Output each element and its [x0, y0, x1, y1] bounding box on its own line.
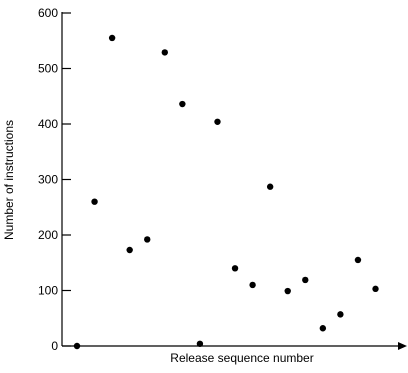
- data-point: [144, 236, 151, 243]
- data-point: [266, 183, 274, 190]
- data-point: [196, 340, 204, 347]
- data-point: [214, 118, 221, 125]
- y-tick-label: 300: [38, 173, 58, 187]
- data-point: [161, 49, 168, 56]
- y-tick-label: 200: [38, 228, 58, 242]
- y-tick-label: 600: [38, 6, 58, 20]
- data-point: [337, 311, 344, 318]
- data-point: [231, 265, 239, 272]
- data-point: [108, 34, 116, 42]
- data-point: [372, 285, 379, 293]
- y-axis-label: Number of instructions: [2, 120, 16, 240]
- y-tick-label: 0: [51, 339, 58, 353]
- data-point: [179, 100, 186, 108]
- data-point: [354, 256, 362, 264]
- data-point: [249, 281, 256, 289]
- y-tick-label: 500: [38, 62, 58, 76]
- data-point: [319, 325, 327, 332]
- data-points: [73, 34, 379, 350]
- data-point: [126, 246, 133, 254]
- y-axis-ticks: 0 100 200 300 400 500 600: [38, 6, 71, 353]
- x-axis-label: Release sequence number: [170, 351, 313, 365]
- y-tick-label: 100: [38, 284, 58, 298]
- data-point: [302, 276, 309, 284]
- y-tick-label: 400: [38, 117, 58, 131]
- data-point: [284, 287, 291, 295]
- data-point: [91, 198, 98, 205]
- x-axis-arrow-icon: [398, 342, 407, 350]
